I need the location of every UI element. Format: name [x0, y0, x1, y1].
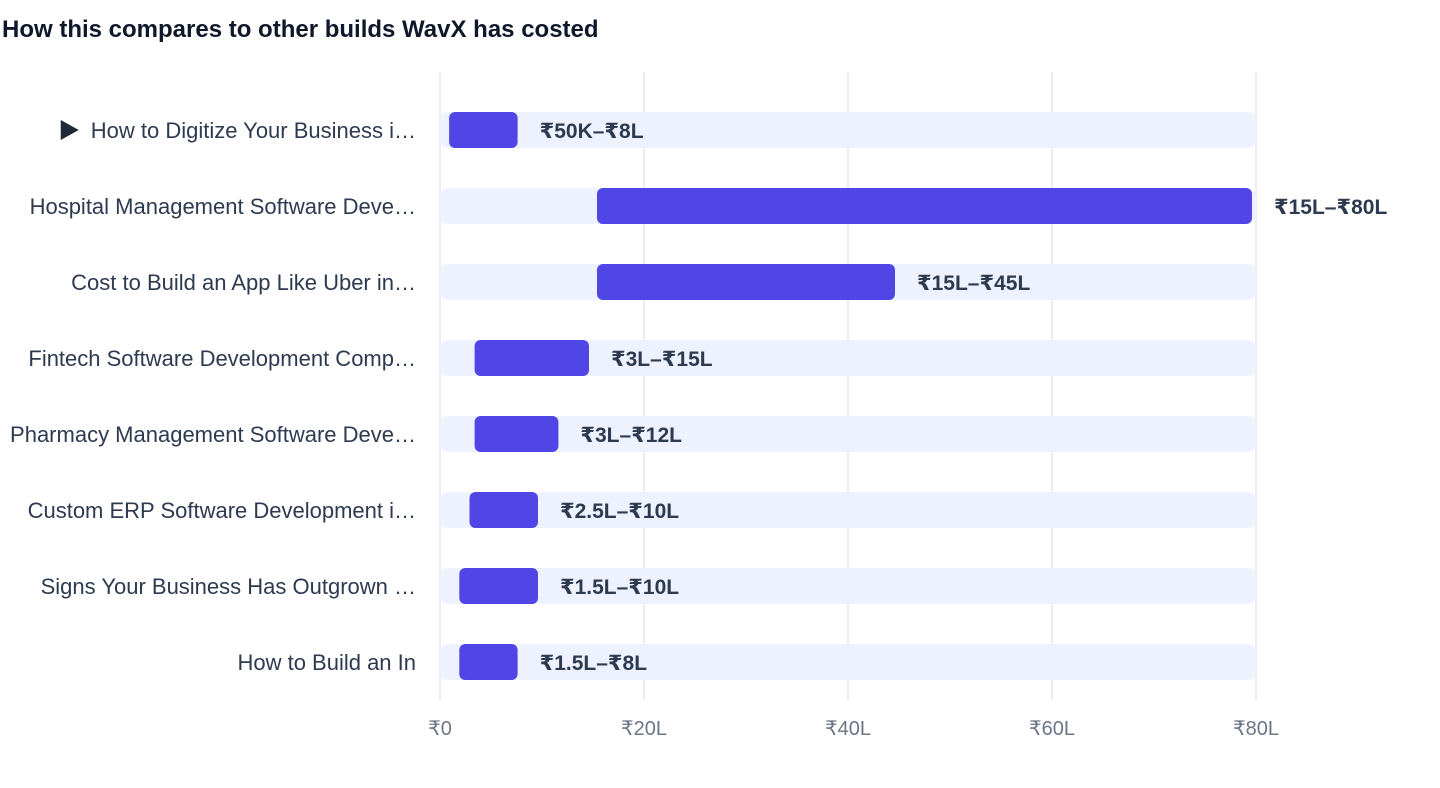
bar-track-6 — [440, 568, 1256, 604]
value-label-0: ₹50K–₹8L — [540, 120, 644, 143]
x-tick-label-3: ₹60L — [1029, 718, 1075, 740]
range-bar-0 — [449, 112, 518, 148]
x-tick-label-1: ₹20L — [621, 718, 667, 740]
value-label-5: ₹2.5L–₹10L — [560, 500, 679, 523]
value-label-4: ₹3L–₹12L — [580, 424, 682, 447]
x-tick-label-2: ₹40L — [825, 718, 871, 740]
range-bar-4 — [474, 416, 559, 452]
value-label-3: ₹3L–₹15L — [611, 348, 713, 371]
category-label-3: Fintech Software Development Comp… — [28, 346, 416, 371]
current-marker-icon — [60, 120, 79, 140]
range-bar-2 — [597, 264, 895, 300]
value-label-2: ₹15L–₹45L — [917, 272, 1030, 295]
x-tick-label-4: ₹80L — [1233, 718, 1279, 740]
category-label-5: Custom ERP Software Development i… — [28, 498, 416, 523]
category-label-2: Cost to Build an App Like Uber in… — [71, 270, 416, 295]
bar-track-0 — [440, 112, 1256, 148]
x-tick-label-0: ₹0 — [428, 718, 452, 740]
bar-track-3 — [440, 340, 1256, 376]
category-label-7: How to Build an In — [237, 650, 416, 675]
range-bar-7 — [459, 644, 518, 680]
chart-title: How this compares to other builds WavX h… — [2, 16, 599, 43]
category-label-6: Signs Your Business Has Outgrown … — [41, 574, 416, 599]
bar-track-4 — [440, 416, 1256, 452]
bar-track-5 — [440, 492, 1256, 528]
range-bar-5 — [469, 492, 538, 528]
range-bar-1 — [597, 188, 1252, 224]
category-label-0: How to Digitize Your Business i… — [91, 118, 416, 143]
value-label-7: ₹1.5L–₹8L — [540, 652, 648, 675]
range-bar-3 — [474, 340, 589, 376]
bar-track-7 — [440, 644, 1256, 680]
category-label-1: Hospital Management Software Deve… — [30, 194, 416, 219]
category-label-4: Pharmacy Management Software Deve… — [10, 422, 416, 447]
value-label-1: ₹15L–₹80L — [1274, 196, 1387, 219]
range-bar-6 — [459, 568, 538, 604]
value-label-6: ₹1.5L–₹10L — [560, 576, 679, 599]
